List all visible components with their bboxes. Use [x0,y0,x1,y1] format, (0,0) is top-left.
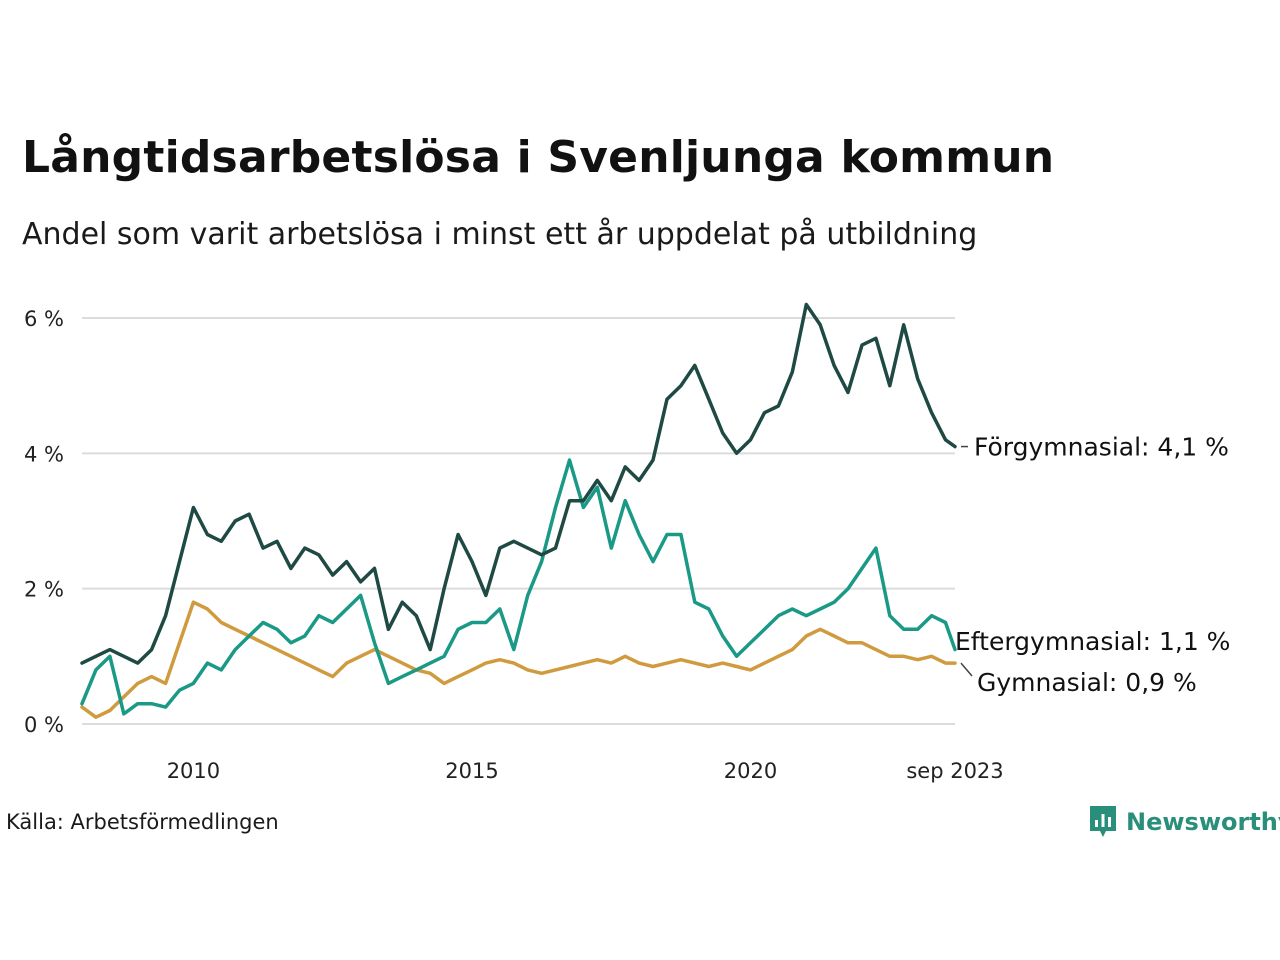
chart-subtitle: Andel som varit arbetslösa i minst ett å… [22,217,978,252]
y-tick-label: 2 % [24,578,64,602]
y-tick-label: 4 % [24,442,64,466]
end-label-gymnasial: Gymnasial: 0,9 % [977,668,1197,697]
grid-lines [82,317,955,725]
end-label-eftergymnasial: Eftergymnasial: 1,1 % [955,627,1230,656]
x-tick-label: 2015 [445,759,498,783]
series-line-gymnasial [80,600,957,719]
x-tick-label: 2020 [724,759,777,783]
series-lines [80,302,957,719]
chart-title: Långtidsarbetslösa i Svenljunga kommun [22,132,1055,183]
end-label-forgymnasial: Förgymnasial: 4,1 % [974,433,1229,462]
end-labels: Förgymnasial: 4,1 % Eftergymnasial: 1,1 %… [955,433,1230,697]
brand-name: Newsworthy [1126,808,1280,836]
newsworthy-logo-icon [1090,806,1116,837]
source-note: Källa: Arbetsförmedlingen [6,810,279,834]
y-axis-ticks: 0 % 2 % 4 % 6 % [24,307,64,737]
brand[interactable]: Newsworthy [1088,804,1280,840]
series-line-förgymnasial [80,302,957,665]
x-axis-ticks: 2010 2015 2020 sep 2023 [167,759,1004,783]
x-tick-label: sep 2023 [906,759,1003,783]
series-line-eftergymnasial [80,458,957,716]
x-tick-label: 2010 [167,759,220,783]
y-tick-label: 0 % [24,713,64,737]
y-tick-label: 6 % [24,307,64,331]
leader-line [960,662,973,677]
